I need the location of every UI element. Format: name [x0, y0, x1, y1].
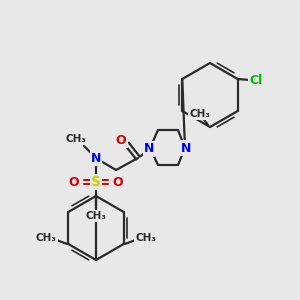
- Text: CH₃: CH₃: [135, 233, 156, 243]
- Text: CH₃: CH₃: [36, 233, 57, 243]
- Text: N: N: [181, 142, 191, 154]
- Text: Cl: Cl: [249, 74, 262, 88]
- Text: N: N: [91, 152, 101, 164]
- Text: O: O: [116, 134, 126, 146]
- Text: N: N: [144, 142, 154, 155]
- Text: O: O: [113, 176, 123, 188]
- Text: CH₃: CH₃: [65, 134, 86, 144]
- Text: S: S: [91, 175, 101, 189]
- Text: CH₃: CH₃: [85, 211, 106, 221]
- Text: O: O: [69, 176, 79, 188]
- Text: CH₃: CH₃: [190, 109, 211, 119]
